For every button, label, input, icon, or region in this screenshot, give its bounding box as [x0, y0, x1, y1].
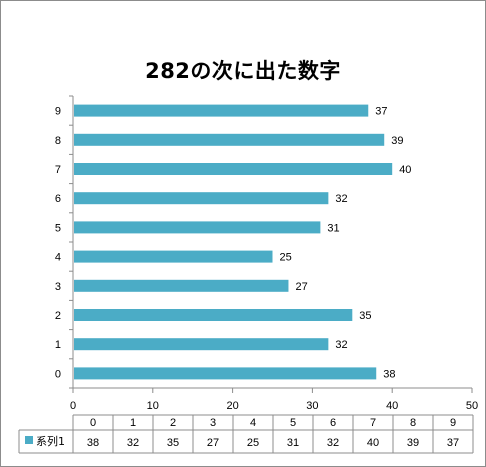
table-value-cell: 27: [207, 437, 219, 449]
chart-title: 282の次に出た数字: [145, 59, 341, 83]
bar: [74, 163, 393, 175]
bar: [74, 250, 273, 263]
data-label: 25: [280, 252, 292, 264]
bar: [74, 133, 385, 146]
table-header-cell: 9: [450, 417, 456, 429]
bar: [74, 104, 369, 117]
y-tick-label: 0: [55, 368, 61, 380]
y-tick-label: 7: [55, 164, 61, 176]
data-label: 39: [391, 135, 403, 147]
table-header-cell: 4: [250, 417, 256, 429]
table-header-cell: 2: [170, 417, 176, 429]
table-header-cell: 1: [130, 417, 136, 429]
bar: [74, 221, 321, 234]
table-header-cell: 6: [330, 417, 336, 429]
table-value-cell: 37: [447, 437, 459, 449]
table-header-cell: 7: [370, 417, 376, 429]
y-tick-label: 3: [55, 281, 61, 293]
table-value-cell: 40: [367, 437, 379, 449]
y-tick-label: 2: [55, 310, 61, 322]
bar: [74, 279, 289, 292]
table-header-cell: 5: [290, 417, 296, 429]
table-header-cell: 3: [210, 417, 216, 429]
y-tick-label: 1: [55, 339, 61, 351]
bar: [74, 338, 329, 351]
table-value-cell: 39: [407, 437, 419, 449]
y-tick-label: 8: [55, 135, 61, 147]
x-tick-label: 0: [70, 400, 76, 412]
table-value-cell: 38: [87, 437, 99, 449]
table-value-cell: 31: [287, 437, 299, 449]
data-label: 27: [295, 281, 307, 293]
table-header-cell: 8: [410, 417, 416, 429]
data-label: 37: [375, 106, 387, 118]
data-label: 31: [327, 222, 339, 234]
data-label: 40: [399, 164, 411, 176]
table-value-cell: 35: [167, 437, 179, 449]
x-tick-label: 10: [147, 400, 159, 412]
x-tick-label: 30: [306, 400, 318, 412]
data-label: 38: [383, 368, 395, 380]
table-value-cell: 32: [327, 437, 339, 449]
data-label: 32: [335, 193, 347, 205]
legend-label: 系列1: [36, 434, 65, 448]
y-tick-label: 4: [55, 252, 61, 264]
y-tick-label: 6: [55, 193, 61, 205]
y-tick-label: 5: [55, 222, 61, 234]
data-label: 35: [359, 310, 371, 322]
x-tick-label: 20: [226, 400, 238, 412]
y-tick-label: 9: [55, 106, 61, 118]
legend-key: [25, 436, 33, 444]
x-tick-label: 40: [386, 400, 398, 412]
table-value-cell: 32: [127, 437, 139, 449]
bar: [74, 367, 377, 380]
table-value-cell: 25: [247, 437, 259, 449]
x-tick-label: 50: [466, 400, 478, 412]
data-label: 32: [335, 339, 347, 351]
table-header-cell: 0: [90, 417, 96, 429]
bar: [74, 192, 329, 205]
bar: [74, 309, 353, 321]
